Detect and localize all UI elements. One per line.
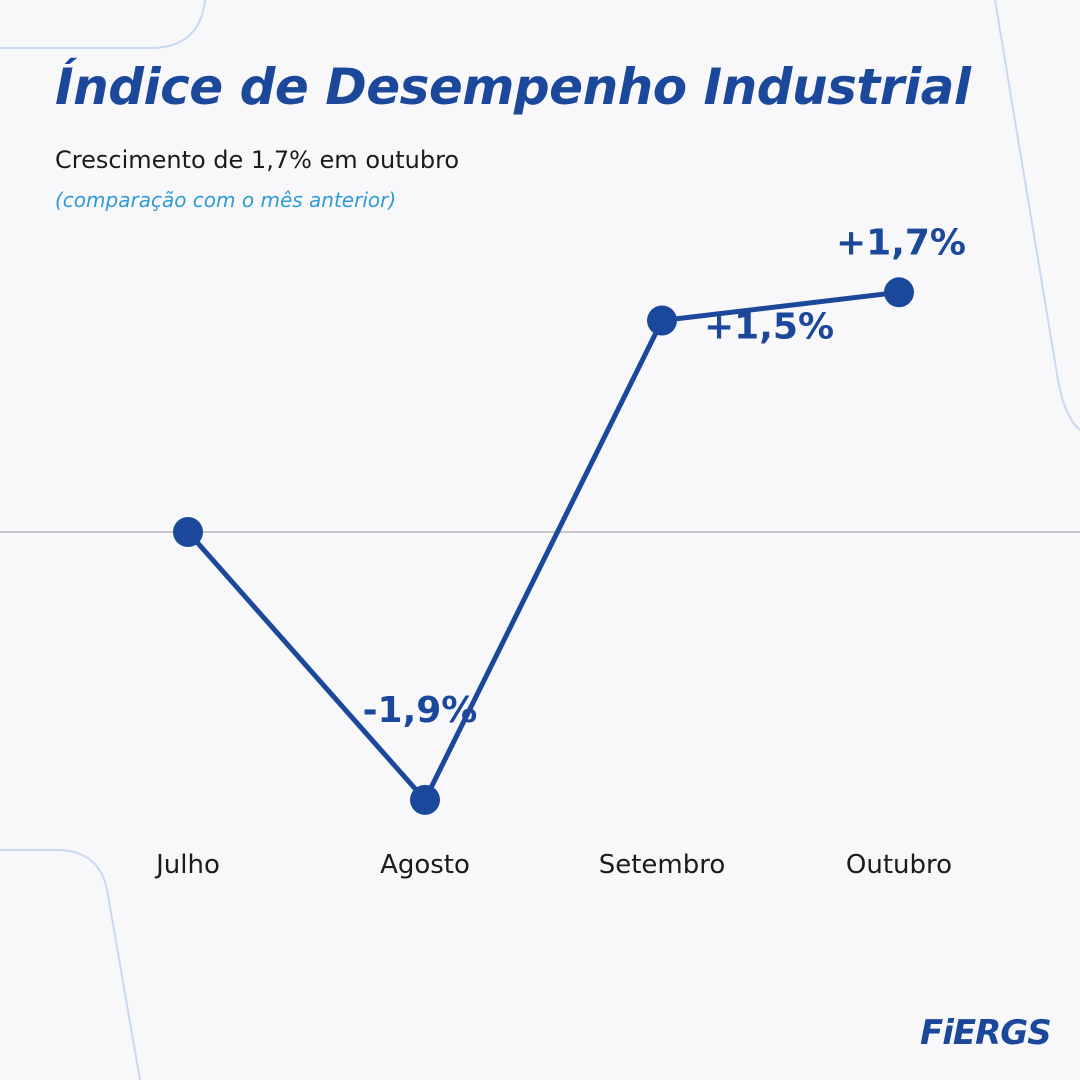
decor-line-top-left: [0, 0, 206, 49]
logo-text: FiERGS: [920, 1013, 1051, 1053]
comparison-note: (comparação com o mês anterior): [55, 188, 397, 212]
x-tick-label-outubro: Outubro: [846, 850, 952, 880]
x-tick-label-setembro: Setembro: [599, 850, 726, 880]
data-label-agosto: -1,9%: [363, 690, 478, 731]
data-label-setembro: +1,5%: [704, 307, 834, 348]
data-point-julho: [173, 517, 203, 547]
page-title: Índice de Desempenho Industrial: [55, 58, 971, 116]
decor-line-bottom-left: [0, 849, 141, 1080]
x-tick-label-julho: Julho: [154, 850, 220, 880]
data-point-outubro: [884, 277, 914, 308]
x-tick-label-agosto: Agosto: [380, 850, 470, 880]
data-point-setembro: [647, 305, 677, 336]
page-subtitle: Crescimento de 1,7% em outubro: [55, 146, 460, 174]
decor-line-right: [994, 0, 1080, 431]
data-label-outubro: +1,7%: [836, 222, 966, 263]
fiergs-logo: FiERGS: [920, 1013, 1052, 1053]
data-point-agosto: [410, 784, 440, 815]
series-line: [185, 289, 902, 803]
